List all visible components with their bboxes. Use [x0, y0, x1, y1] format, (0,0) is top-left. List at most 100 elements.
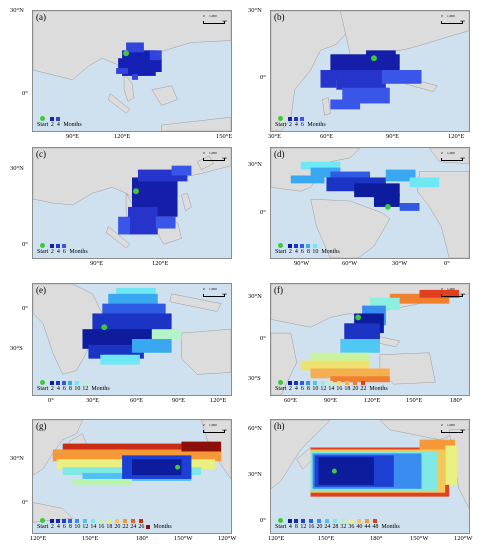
- drift-cells: [116, 42, 162, 80]
- lon-tick: 0°: [444, 260, 450, 267]
- lon-tick: 30°W: [392, 260, 408, 267]
- lon-tick: 120°W: [454, 535, 473, 542]
- panel-label: (b): [274, 12, 285, 22]
- lon-tick: 90°E: [386, 133, 400, 140]
- map-frame: (h) 0 1,000 km Start 4 8 12 16 20 24 28 …: [270, 419, 470, 534]
- land-indochina: [123, 71, 135, 102]
- lat-tick: 30°N: [10, 455, 24, 462]
- start-point: [132, 188, 139, 195]
- lat-tick: 0°: [260, 517, 266, 524]
- drift-cells: [82, 287, 182, 365]
- lat-tick: 30°N: [10, 7, 24, 14]
- scale-bar: 0 1,000 km: [441, 14, 465, 24]
- lon-tick: 150°E: [216, 133, 233, 140]
- lat-tick: 30°N: [10, 165, 24, 172]
- map-frame: (e) 0 1,000 km Start 2 4 6 8 10 12 Month…: [32, 283, 232, 396]
- lon-tick: 90°E: [90, 260, 104, 267]
- legend-start-marker: [278, 380, 284, 385]
- land-philippines: [181, 192, 192, 212]
- map-svg: [33, 11, 231, 131]
- map-svg: [33, 284, 231, 375]
- lat-tick: 0°: [22, 499, 28, 506]
- map-frame: (b) 0 1,000 km Start 2 4 6 Months: [270, 10, 470, 132]
- lat-tick: 30°S: [248, 375, 261, 382]
- legend-start-marker: [278, 243, 284, 248]
- scale-bar: 0 1,000 km: [203, 287, 227, 297]
- panel-d: (d) 0 1,000 km Start 2 4 6 8 10 Months 3…: [248, 147, 470, 267]
- land-sumatra: [107, 93, 131, 114]
- scale-bar: 0 1,000 km: [203, 423, 227, 433]
- land-japan: [197, 155, 214, 170]
- map-svg: [271, 148, 469, 258]
- legend-start-marker: [40, 518, 46, 523]
- start-point: [331, 468, 337, 474]
- land-alaska: [379, 420, 469, 440]
- lon-tick: 150°W: [174, 535, 193, 542]
- land-asia: [271, 420, 331, 490]
- scale-bar: 0 1,000 km: [203, 14, 227, 24]
- panel-label: (d): [274, 149, 285, 159]
- legend: Start 2 4 6 Months: [37, 243, 88, 255]
- legend: Start 2 4 6 8 10 Months: [275, 243, 340, 255]
- scale-bar: 0 1,000 km: [441, 287, 465, 297]
- map-frame: (f) 0 1,000 km Start 2 4 6 8 10 12 14 16…: [270, 283, 470, 396]
- start-point: [370, 55, 377, 62]
- legend: Start 2 4 6 Months: [275, 116, 326, 128]
- legend-start-marker: [40, 116, 46, 121]
- legend: Start 4 8 12 16 20 24 28 32 36 40 44 48 …: [275, 518, 400, 530]
- map-svg: [271, 284, 469, 395]
- lon-tick: 180°: [450, 397, 463, 404]
- panel-label: (h): [274, 421, 285, 431]
- lat-tick: 60°N: [248, 425, 262, 432]
- legend-start-marker: [278, 518, 284, 523]
- drift-cells: [118, 165, 192, 235]
- scale-bar: 0 1,000 km: [203, 151, 227, 161]
- lon-tick: 90°E: [172, 397, 186, 404]
- lat-tick: 30°N: [248, 293, 262, 300]
- start-point: [101, 324, 108, 331]
- panel-c: (c) 0 1,000 km Start 2 4 6 Months 30°N 0…: [10, 147, 232, 267]
- land-asia: [33, 420, 83, 476]
- land-borneo: [151, 85, 178, 106]
- lon-tick: 60°E: [284, 397, 298, 404]
- map-svg: [33, 420, 231, 523]
- legend-start-marker: [40, 380, 46, 385]
- map-frame: (a) 0 1,000 km Start 2 4 Months: [32, 10, 232, 132]
- map-frame: (c) 0 1,000 km Start 2 4 6 Months: [32, 147, 232, 259]
- lon-tick: 0°: [48, 397, 54, 404]
- drift-cells: [300, 289, 460, 383]
- land-australia: [379, 352, 436, 385]
- lon-tick: 60°E: [320, 133, 334, 140]
- land-africa: [271, 332, 297, 395]
- land-indonesia: [33, 502, 74, 523]
- lat-tick: 0°: [260, 209, 266, 216]
- panel-a: (a) 0 1,000 km Start 2 4 Months 30°N 0° …: [10, 7, 232, 140]
- panel-label: (f): [274, 285, 283, 295]
- legend: Start 2 4 6 8 10 12 14 16 18 20 22 24 26…: [37, 518, 172, 530]
- land-africa: [33, 284, 103, 375]
- lon-tick: 180°: [136, 535, 149, 542]
- lon-tick: 90°E: [324, 397, 338, 404]
- lon-tick: 150°W: [410, 535, 429, 542]
- panel-b: (b) 0 1,000 km Start 2 4 6 Months 30°N 0…: [248, 7, 470, 140]
- panel-g: (g) 0 1,000 km Start 2 4 6 8 10 12 14 16…: [10, 419, 236, 542]
- start-point: [355, 314, 362, 321]
- lat-tick: 0°: [22, 90, 28, 97]
- drift-cells: [52, 441, 222, 485]
- land-europe: [429, 148, 469, 164]
- lon-tick: 120°E: [268, 535, 285, 542]
- map-frame: (d) 0 1,000 km Start 2 4 6 8 10 Months: [270, 147, 470, 259]
- lon-tick: 120°E: [152, 260, 169, 267]
- legend: Start 2 4 6 8 10 12 14 16 18 20 22 Month…: [275, 380, 388, 392]
- scale-bar: 0 1,000 km: [441, 423, 465, 433]
- drift-cells: [290, 161, 440, 211]
- lon-tick: 150°E: [82, 535, 99, 542]
- drift-cells: [320, 50, 422, 110]
- lat-tick: 0°: [260, 335, 266, 342]
- land-australia: [181, 328, 231, 375]
- start-point: [384, 203, 391, 210]
- lat-tick: 30°N: [248, 471, 262, 478]
- scale-bar: 0 1,000 km: [441, 151, 465, 161]
- lon-tick: 120°E: [210, 397, 227, 404]
- lon-tick: 120°E: [364, 397, 381, 404]
